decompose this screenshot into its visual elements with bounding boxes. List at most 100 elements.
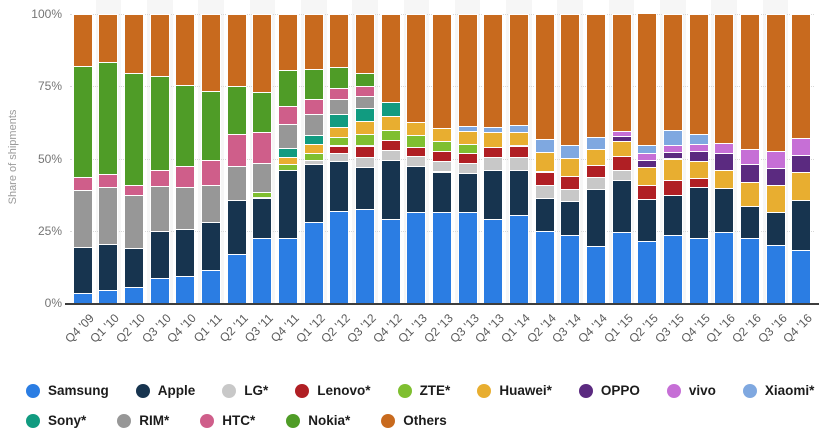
legend-item-samsung[interactable]: Samsung: [26, 383, 109, 398]
samsung-bar-segment[interactable]: [432, 211, 452, 303]
apple-bar-segment[interactable]: [303, 164, 324, 223]
apple-bar-segment[interactable]: [432, 171, 452, 212]
nokia-bar-segment[interactable]: [226, 86, 247, 134]
nokia-bar-segment[interactable]: [329, 67, 350, 88]
others-bar-segment[interactable]: [226, 14, 247, 87]
lenovo-bar-segment[interactable]: [611, 156, 632, 171]
apple-bar-segment[interactable]: [585, 188, 606, 246]
apple-bar-segment[interactable]: [457, 172, 478, 212]
huawei-bar-segment[interactable]: [765, 184, 786, 212]
others-bar-segment[interactable]: [278, 14, 299, 71]
samsung-bar-segment[interactable]: [662, 235, 683, 303]
samsung-bar-segment[interactable]: [585, 245, 606, 303]
others-bar-segment[interactable]: [72, 14, 93, 67]
lenovo-bar-segment[interactable]: [329, 145, 350, 153]
samsung-bar-segment[interactable]: [149, 278, 170, 303]
vivo-bar-segment[interactable]: [611, 130, 632, 136]
apple-bar-segment[interactable]: [739, 206, 760, 238]
samsung-bar-segment[interactable]: [98, 290, 119, 303]
oppo-bar-segment[interactable]: [739, 163, 760, 183]
rim-bar-segment[interactable]: [355, 96, 376, 108]
huawei-bar-segment[interactable]: [739, 182, 760, 207]
rim-bar-segment[interactable]: [124, 194, 145, 249]
htc-bar-segment[interactable]: [124, 184, 145, 195]
rim-bar-segment[interactable]: [72, 190, 93, 247]
rim-bar-segment[interactable]: [149, 185, 170, 231]
huawei-bar-segment[interactable]: [483, 132, 504, 147]
apple-bar-segment[interactable]: [278, 170, 299, 238]
vivo-bar-segment[interactable]: [662, 145, 683, 152]
samsung-bar-segment[interactable]: [303, 222, 324, 303]
huawei-bar-segment[interactable]: [508, 131, 529, 146]
apple-bar-segment[interactable]: [688, 187, 709, 238]
huawei-bar-segment[interactable]: [329, 126, 350, 137]
others-bar-segment[interactable]: [483, 14, 504, 128]
zte-bar-segment[interactable]: [303, 152, 324, 160]
samsung-bar-segment[interactable]: [637, 240, 658, 303]
apple-bar-segment[interactable]: [98, 243, 119, 290]
samsung-bar-segment[interactable]: [252, 237, 273, 303]
lenovo-bar-segment[interactable]: [662, 180, 683, 195]
huawei-bar-segment[interactable]: [611, 141, 632, 157]
sony-bar-segment[interactable]: [380, 102, 401, 116]
htc-bar-segment[interactable]: [226, 133, 247, 166]
xiaomi-bar-segment[interactable]: [508, 124, 529, 132]
others-bar-segment[interactable]: [739, 14, 760, 149]
others-bar-segment[interactable]: [201, 14, 222, 91]
nokia-bar-segment[interactable]: [72, 66, 93, 178]
lg-bar-segment[interactable]: [457, 162, 478, 173]
legend-item-lg[interactable]: LG*: [222, 383, 268, 398]
others-bar-segment[interactable]: [124, 14, 145, 74]
others-bar-segment[interactable]: [765, 14, 786, 152]
legend-item-others[interactable]: Others: [381, 413, 447, 428]
samsung-bar-segment[interactable]: [175, 275, 196, 303]
oppo-bar-segment[interactable]: [662, 151, 683, 159]
apple-bar-segment[interactable]: [149, 230, 170, 279]
others-bar-segment[interactable]: [508, 14, 529, 125]
apple-bar-segment[interactable]: [560, 200, 581, 236]
samsung-bar-segment[interactable]: [483, 219, 504, 303]
lenovo-bar-segment[interactable]: [585, 164, 606, 177]
htc-bar-segment[interactable]: [175, 165, 196, 188]
htc-bar-segment[interactable]: [149, 170, 170, 186]
htc-bar-segment[interactable]: [329, 87, 350, 100]
lenovo-bar-segment[interactable]: [637, 185, 658, 199]
sony-bar-segment[interactable]: [303, 135, 324, 145]
lenovo-bar-segment[interactable]: [406, 146, 427, 156]
lg-bar-segment[interactable]: [406, 155, 427, 166]
nokia-bar-segment[interactable]: [355, 73, 376, 87]
huawei-bar-segment[interactable]: [791, 172, 812, 201]
legend-item-vivo[interactable]: vivo: [666, 383, 716, 398]
samsung-bar-segment[interactable]: [380, 219, 401, 303]
lg-bar-segment[interactable]: [483, 157, 504, 171]
huawei-bar-segment[interactable]: [432, 128, 452, 142]
nokia-bar-segment[interactable]: [303, 68, 324, 100]
others-bar-segment[interactable]: [175, 14, 196, 85]
apple-bar-segment[interactable]: [355, 167, 376, 210]
others-bar-segment[interactable]: [303, 14, 324, 69]
apple-bar-segment[interactable]: [226, 200, 247, 254]
zte-bar-segment[interactable]: [355, 133, 376, 146]
others-bar-segment[interactable]: [380, 14, 401, 103]
xiaomi-bar-segment[interactable]: [457, 126, 478, 132]
huawei-bar-segment[interactable]: [662, 158, 683, 181]
others-bar-segment[interactable]: [714, 14, 735, 143]
rim-bar-segment[interactable]: [98, 187, 119, 244]
others-bar-segment[interactable]: [534, 14, 555, 139]
others-bar-segment[interactable]: [98, 14, 119, 62]
apple-bar-segment[interactable]: [508, 170, 529, 215]
huawei-bar-segment[interactable]: [637, 166, 658, 186]
apple-bar-segment[interactable]: [72, 246, 93, 293]
htc-bar-segment[interactable]: [303, 99, 324, 114]
huawei-bar-segment[interactable]: [457, 131, 478, 145]
legend-item-sony[interactable]: Sony*: [26, 413, 86, 428]
apple-bar-segment[interactable]: [329, 161, 350, 211]
lenovo-bar-segment[interactable]: [534, 171, 555, 185]
vivo-bar-segment[interactable]: [739, 148, 760, 164]
samsung-bar-segment[interactable]: [355, 209, 376, 303]
lg-bar-segment[interactable]: [380, 149, 401, 160]
huawei-bar-segment[interactable]: [406, 122, 427, 136]
samsung-bar-segment[interactable]: [72, 292, 93, 303]
apple-bar-segment[interactable]: [714, 188, 735, 233]
nokia-bar-segment[interactable]: [252, 92, 273, 133]
